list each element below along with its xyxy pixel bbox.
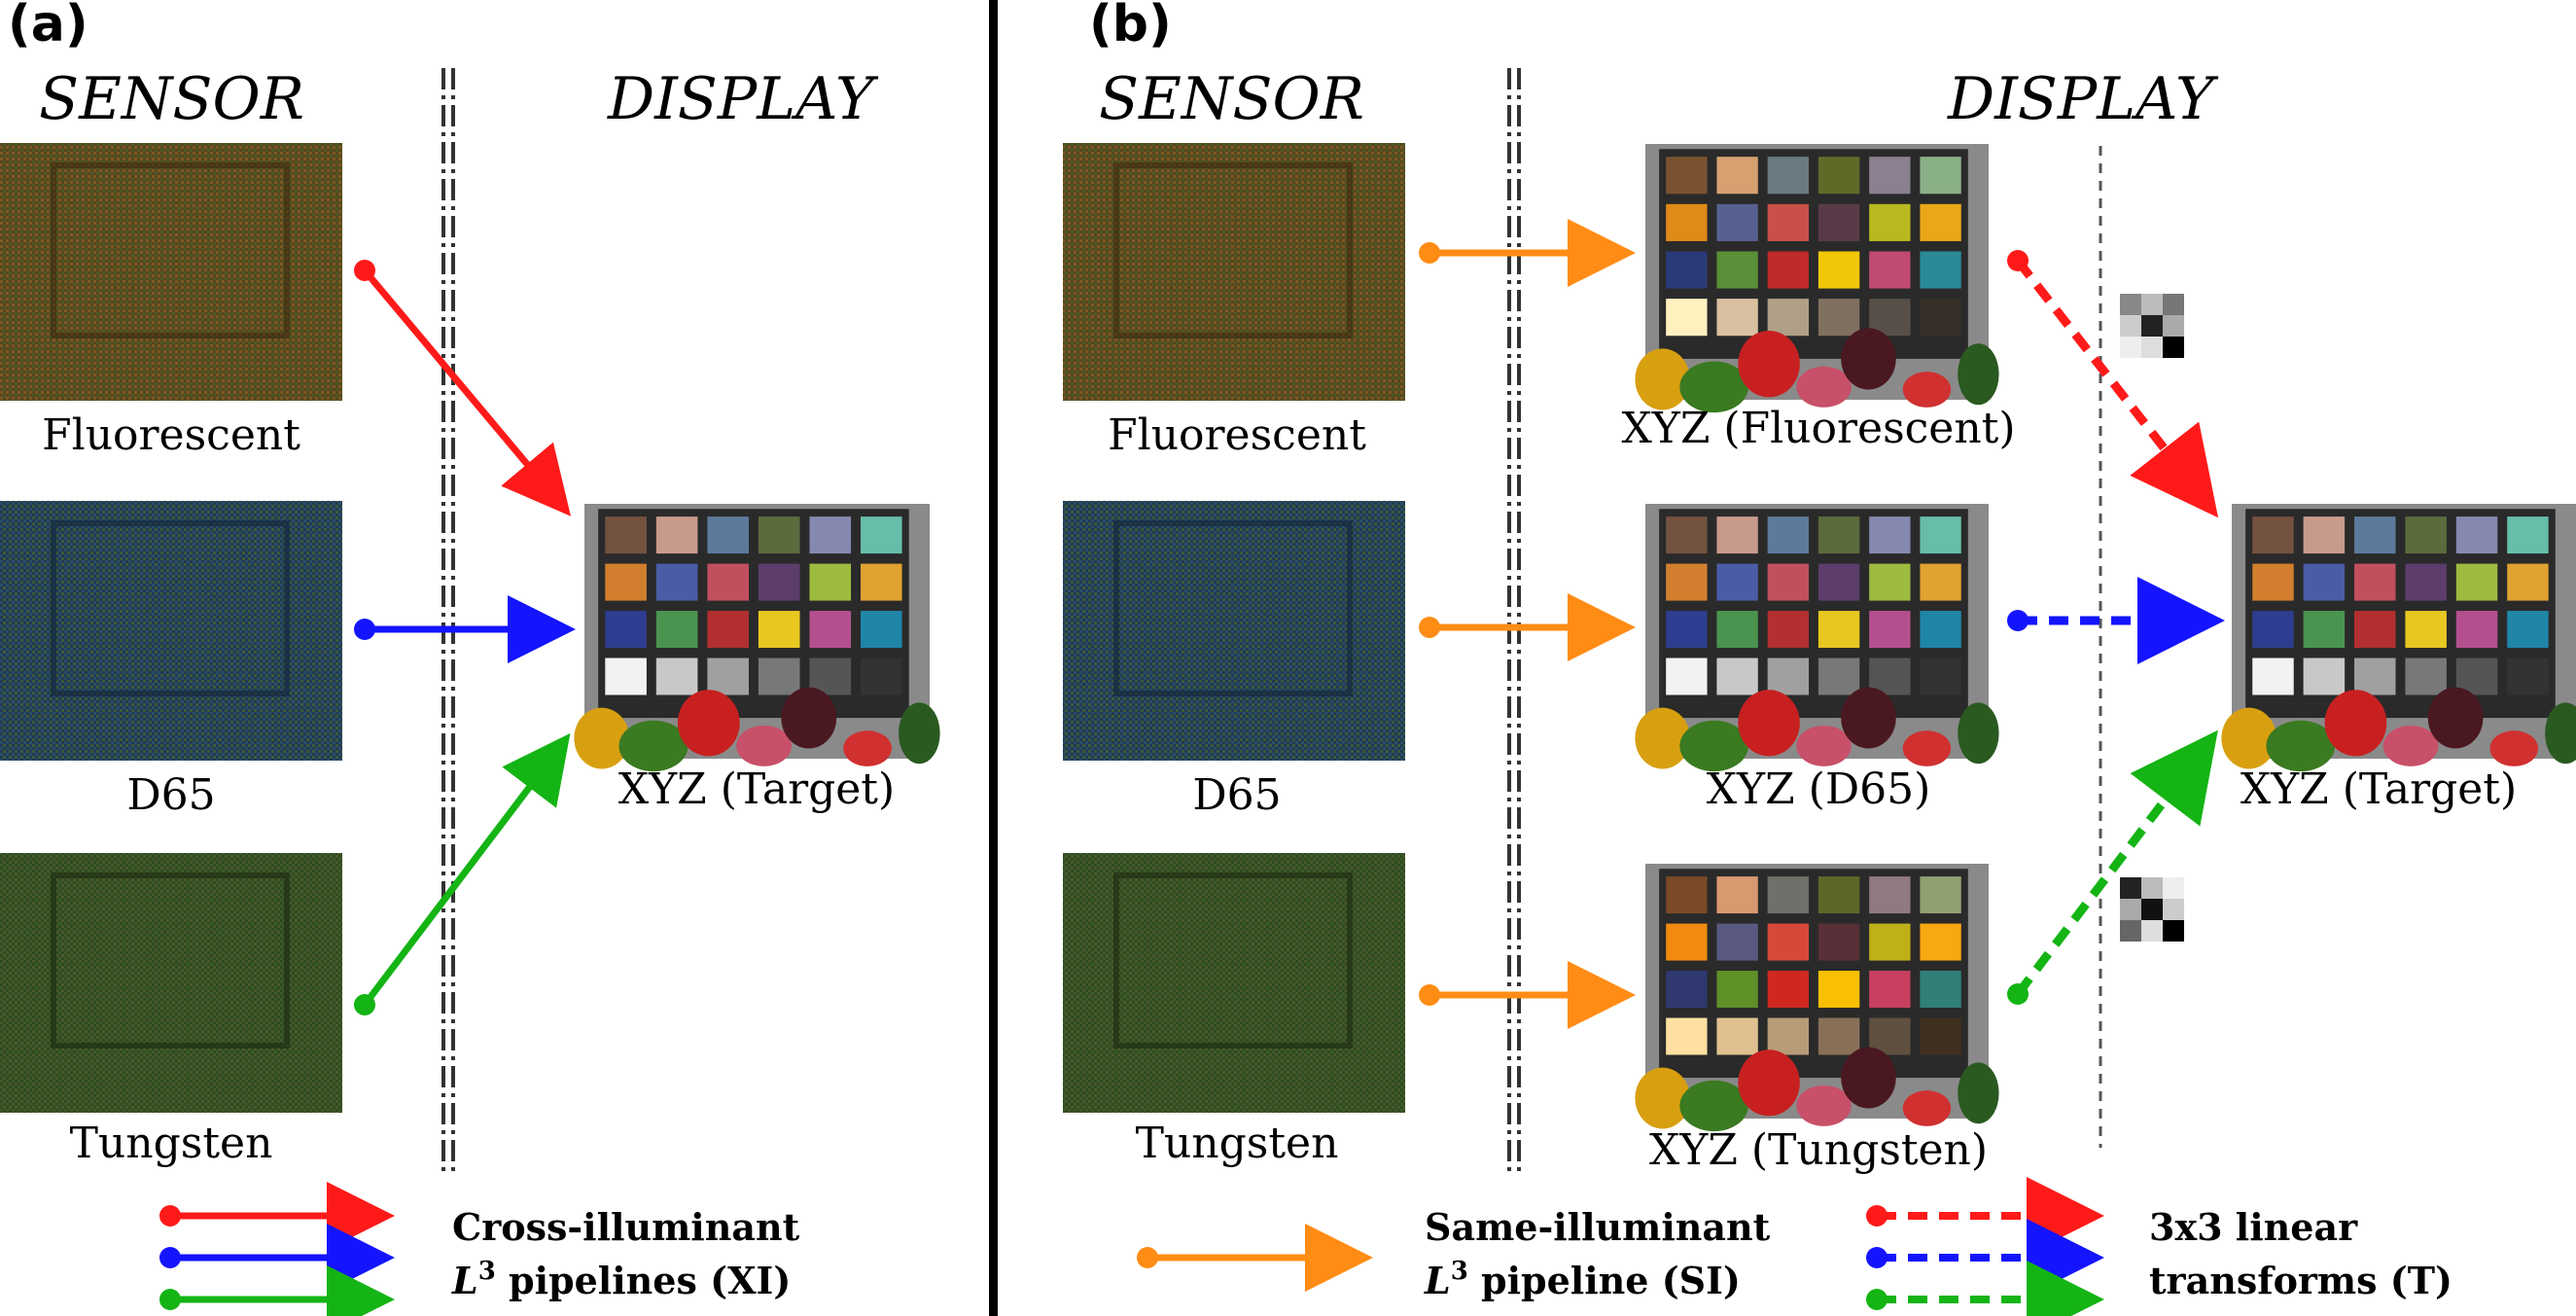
xyz-caption-d65: XYZ (D65) — [1707, 765, 1931, 814]
t-arrow-blue — [2007, 577, 2225, 664]
sensor-display-divider-b — [1507, 68, 1521, 1177]
legend-b-t: 3x3 linear transforms (T) — [1866, 1177, 2452, 1316]
color-checker-chart-image — [1635, 504, 1999, 772]
color-checker-chart-image — [1635, 864, 1999, 1132]
target-caption-b: XYZ (Target) — [2241, 765, 2517, 814]
xi-arrow-green — [354, 732, 571, 1015]
color-checker-chart-image — [1635, 144, 1999, 413]
legend-si-line2: L3 pipeline (SI) — [1424, 1257, 1741, 1302]
sensor-image-fluorescent-b: Fluorescent — [1063, 143, 1405, 460]
panel-a: (a) SENSOR DISPLAY Fluorescent D65 Tungs… — [0, 0, 940, 1316]
legend-t-line1: 3x3 linear — [2149, 1205, 2358, 1249]
sensor-caption-d65: D65 — [126, 770, 215, 820]
sensor-image-d65: D65 — [0, 501, 342, 820]
panel-b-display-heading: DISPLAY — [1947, 65, 2219, 133]
si-arrow-fluorescent — [1419, 219, 1636, 287]
xyz-caption-tungsten: XYZ (Tungsten) — [1649, 1125, 1988, 1175]
xi-arrow-blue — [354, 595, 576, 663]
sensor-caption-fluorescent: Fluorescent — [42, 410, 300, 460]
sensor-image-tungsten: Tungsten — [0, 853, 342, 1168]
legend-a: Cross-illuminant L3 pipelines (XI) — [159, 1182, 800, 1316]
xyz-checker-tungsten: XYZ (Tungsten) — [1635, 864, 1999, 1175]
sensor-image-tungsten-b: Tungsten — [1063, 853, 1405, 1168]
sensor-image-d65-b: D65 — [1063, 501, 1405, 820]
t-arrow-red — [2007, 250, 2219, 518]
panel-b: (b) SENSOR DISPLAY Fluorescent D65 Tungs… — [1063, 0, 2576, 1316]
panel-a-sensor-heading: SENSOR — [39, 65, 304, 133]
xi-arrow-red — [354, 260, 571, 516]
3x3-matrix-icon — [2120, 294, 2184, 358]
sensor-display-divider — [441, 68, 455, 1177]
si-arrow-tungsten — [1419, 961, 1636, 1029]
target-caption-a: XYZ (Target) — [618, 765, 895, 814]
legend-t-line2: transforms (T) — [2149, 1259, 2452, 1302]
xyz-caption-fluorescent: XYZ (Fluorescent) — [1621, 404, 2015, 453]
panel-a-label: (a) — [8, 0, 88, 53]
panel-a-display-heading: DISPLAY — [607, 65, 879, 133]
target-color-checker-a: XYZ (Target) — [574, 504, 940, 814]
sensor-image-fluorescent: Fluorescent — [0, 143, 342, 460]
panel-b-sensor-heading: SENSOR — [1099, 65, 1364, 133]
xyz-checker-fluorescent: XYZ (Fluorescent) — [1621, 144, 2016, 453]
color-checker-chart-image — [574, 504, 940, 772]
xyz-checker-d65: XYZ (D65) — [1635, 504, 1999, 814]
legend-b-si: Same-illuminant L3 pipeline (SI) — [1137, 1205, 1771, 1302]
t-arrow-green — [2007, 729, 2218, 1005]
target-color-checker-b: XYZ (Target) — [2221, 504, 2576, 814]
sensor-caption-tungsten-b: Tungsten — [1136, 1119, 1339, 1168]
sensor-caption-fluorescent-b: Fluorescent — [1108, 410, 1366, 460]
si-arrow-d65 — [1419, 593, 1636, 661]
sensor-caption-tungsten: Tungsten — [70, 1119, 273, 1168]
panel-divider — [989, 0, 998, 1316]
panel-b-label: (b) — [1089, 0, 1172, 53]
color-checker-chart-image — [2221, 504, 2576, 772]
3x3-matrix-icon — [2120, 877, 2184, 942]
legend-si-line1: Same-illuminant — [1425, 1205, 1771, 1249]
sensor-caption-d65-b: D65 — [1192, 770, 1281, 820]
legend-xi-line2: L3 pipelines (XI) — [451, 1257, 791, 1302]
legend-xi-line1: Cross-illuminant — [452, 1205, 800, 1249]
